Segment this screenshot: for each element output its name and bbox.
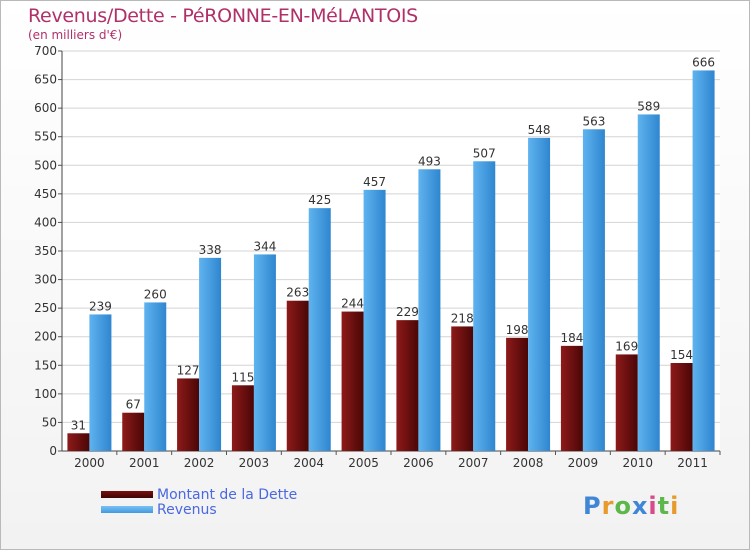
x-tick-label: 2002 — [184, 456, 215, 470]
y-tick-label: 150 — [34, 358, 57, 372]
y-tick-label: 250 — [34, 301, 57, 315]
x-tick-label: 2006 — [403, 456, 434, 470]
debt-bar — [341, 311, 364, 451]
revenue-value-label: 548 — [528, 123, 551, 137]
x-tick-label: 2009 — [568, 456, 599, 470]
debt-bar — [396, 320, 419, 451]
revenue-value-label: 260 — [144, 287, 167, 301]
y-tick-label: 600 — [34, 101, 57, 115]
revenue-bar — [473, 161, 496, 452]
debt-bar — [67, 433, 90, 451]
x-tick-label: 2003 — [239, 456, 270, 470]
revenue-bar — [418, 169, 441, 452]
debt-bar — [177, 378, 200, 451]
revenue-bar — [528, 137, 551, 451]
y-tick-label: 100 — [34, 387, 57, 401]
revenue-value-label: 344 — [253, 239, 276, 253]
debt-value-label: 67 — [126, 398, 141, 412]
revenue-bar — [199, 257, 222, 451]
debt-bar — [231, 385, 254, 451]
revenue-value-label: 338 — [199, 243, 222, 257]
legend-swatch-revenue — [101, 506, 153, 513]
debt-bar — [122, 412, 145, 451]
debt-value-label: 263 — [286, 286, 309, 300]
y-tick-label: 50 — [42, 415, 57, 429]
debt-bar — [670, 363, 693, 451]
debt-value-label: 127 — [177, 363, 200, 377]
revenue-bar — [253, 254, 276, 451]
y-tick-label: 0 — [49, 444, 57, 458]
y-tick-label: 650 — [34, 73, 57, 87]
y-tick-label: 200 — [34, 330, 57, 344]
debt-value-label: 229 — [396, 305, 419, 319]
debt-value-label: 184 — [560, 331, 583, 345]
y-tick-label: 450 — [34, 187, 57, 201]
y-tick-label: 400 — [34, 215, 57, 229]
revenue-bar — [582, 129, 605, 452]
revenue-value-label: 239 — [89, 299, 112, 313]
x-tick-label: 2007 — [458, 456, 489, 470]
revenue-value-label: 457 — [363, 175, 386, 189]
legend-swatch-debt — [101, 491, 153, 498]
debt-bar — [286, 300, 309, 451]
debt-value-label: 244 — [341, 297, 364, 311]
debt-bar — [506, 337, 529, 451]
debt-value-label: 169 — [615, 339, 638, 353]
revenue-bar — [144, 302, 167, 451]
x-tick-label: 2005 — [348, 456, 379, 470]
revenue-bar — [692, 70, 715, 451]
legend-label-revenue: Revenus — [157, 501, 217, 518]
y-tick-label: 550 — [34, 130, 57, 144]
proxiti-logo: Proxiti — [583, 492, 680, 520]
legend-item-revenue: Revenus — [101, 501, 297, 518]
debt-value-label: 154 — [670, 348, 693, 362]
legend-item-debt: Montant de la Dette — [101, 486, 298, 503]
x-tick-label: 2001 — [129, 456, 160, 470]
x-tick-label: 2000 — [74, 456, 105, 470]
chart-title: Revenus/Dette - PéRONNE-EN-MéLANTOIS — [28, 5, 418, 27]
debt-value-label: 31 — [71, 418, 86, 432]
legend-label-debt: Montant de la Dette — [157, 486, 298, 503]
y-tick-label: 300 — [34, 273, 57, 287]
revenue-bar — [637, 114, 660, 451]
debt-value-label: 218 — [451, 311, 474, 325]
chart-subtitle: (en milliers d'€) — [28, 28, 123, 42]
revenue-bar — [363, 189, 386, 451]
legend: Montant de la Dette Revenus — [101, 486, 298, 518]
y-tick-label: 500 — [34, 158, 57, 172]
revenue-value-label: 425 — [308, 193, 331, 207]
debt-value-label: 115 — [231, 370, 254, 384]
revenue-bar — [308, 208, 331, 451]
revenue-value-label: 563 — [582, 114, 605, 128]
debt-bar — [560, 345, 583, 451]
y-tick-label: 350 — [34, 244, 57, 258]
revenue-value-label: 666 — [692, 55, 715, 69]
debt-value-label: 198 — [506, 323, 529, 337]
revenue-value-label: 589 — [637, 99, 660, 113]
debt-bar — [615, 354, 638, 451]
x-tick-label: 2011 — [677, 456, 708, 470]
revenue-bar — [89, 314, 112, 451]
x-tick-label: 2008 — [513, 456, 544, 470]
debt-bar — [451, 326, 474, 451]
x-tick-label: 2010 — [622, 456, 653, 470]
revenue-value-label: 507 — [473, 146, 496, 160]
revenue-value-label: 493 — [418, 154, 441, 168]
x-tick-label: 2004 — [293, 456, 324, 470]
y-tick-label: 700 — [34, 44, 57, 58]
